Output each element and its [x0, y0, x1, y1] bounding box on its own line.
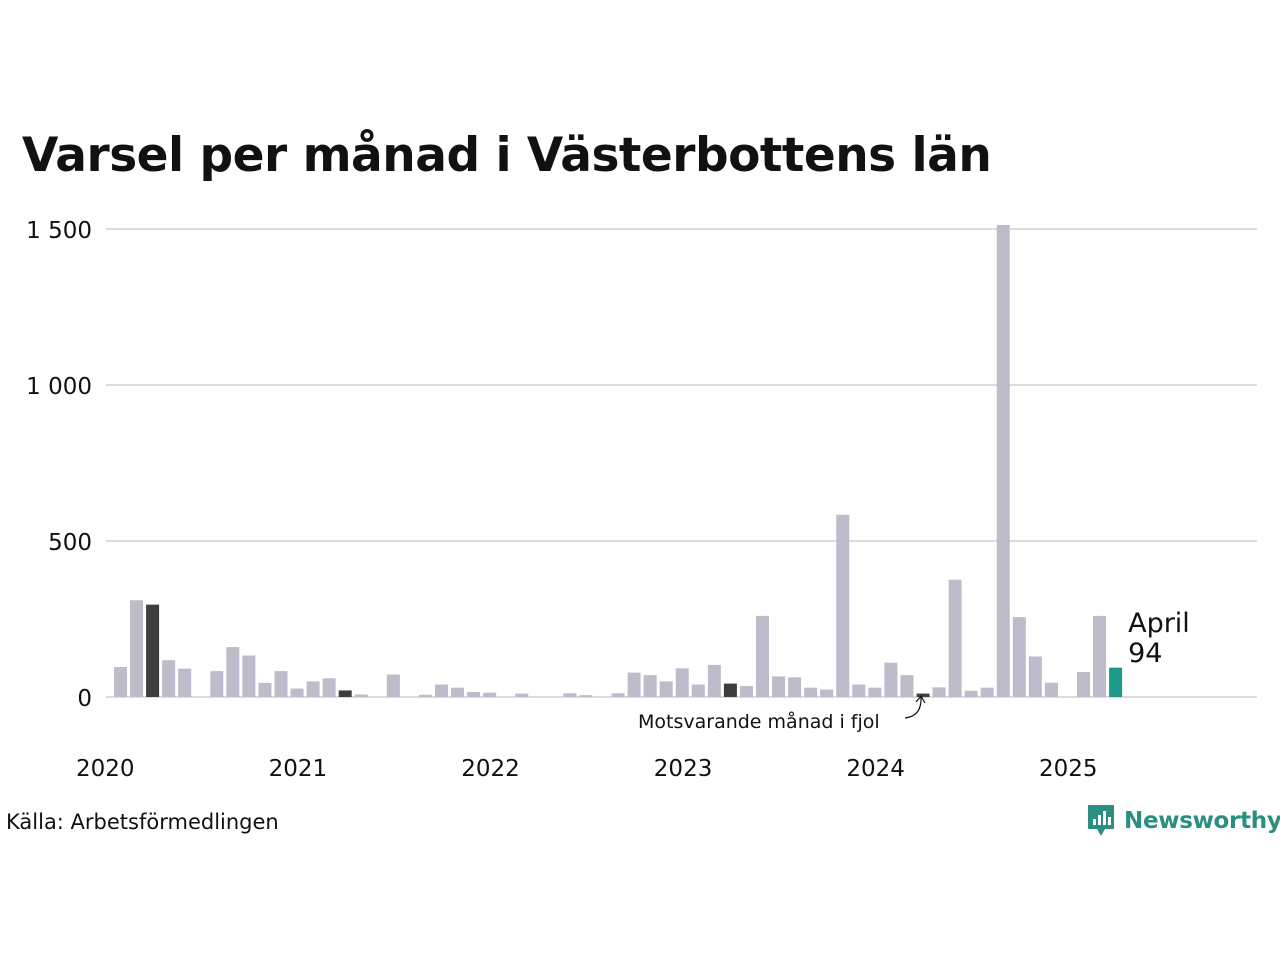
bars [114, 224, 1123, 697]
newsworthy-logo[interactable]: Newsworthy [1086, 803, 1280, 839]
y-tick-label: 1 000 [26, 374, 92, 400]
bar [980, 687, 994, 697]
bar [114, 667, 127, 697]
bar [1044, 682, 1058, 697]
highlight-value-label: 94 [1128, 638, 1162, 669]
x-tick-label: 2023 [654, 756, 713, 782]
bar [611, 693, 625, 697]
bar [691, 684, 705, 697]
x-tick-label: 2024 [846, 756, 905, 782]
previous-year-annotation: Motsvarande månad i fjol [638, 710, 880, 733]
y-tick-label: 1 500 [26, 218, 92, 244]
annotations: Motsvarande månad i fjol April 94 [638, 608, 1190, 733]
bar [178, 668, 192, 697]
annotation-arrow [904, 696, 922, 719]
x-tick-label: 2020 [76, 756, 135, 782]
bar [451, 687, 465, 697]
bar [579, 695, 593, 697]
bar [852, 684, 866, 697]
bar [146, 604, 160, 697]
x-axis-ticks: 2020 2021 2022 2023 2024 2025 [76, 756, 1098, 782]
bar [258, 682, 272, 697]
y-axis-ticks: 0 500 1 000 1 500 [26, 218, 92, 712]
bar [659, 681, 673, 697]
bar [242, 655, 256, 697]
bar [1012, 617, 1026, 697]
gridlines [106, 228, 1257, 698]
bar [467, 692, 481, 697]
bar [1077, 672, 1090, 697]
bar [739, 686, 753, 697]
bar [836, 514, 850, 697]
bar [756, 615, 769, 697]
x-tick-label: 2021 [269, 756, 328, 782]
newsworthy-logo-text: Newsworthy [1124, 808, 1280, 834]
chart-title: Varsel per månad i Västerbottens län [22, 128, 992, 183]
bar [130, 600, 144, 697]
bar [772, 676, 786, 697]
bar [1028, 656, 1042, 697]
bar [306, 681, 320, 697]
bar [675, 668, 689, 697]
x-tick-label: 2022 [461, 756, 520, 782]
bar [643, 675, 657, 697]
bar [322, 678, 336, 697]
bar [932, 687, 946, 697]
bar [563, 693, 577, 697]
bar [1093, 615, 1107, 697]
bar [162, 660, 176, 697]
bar [900, 675, 914, 697]
bar [290, 688, 304, 697]
bar [820, 689, 834, 697]
bar [723, 683, 737, 697]
bar [1109, 667, 1123, 697]
bar [964, 690, 978, 697]
bar [948, 579, 962, 697]
source-note: Källa: Arbetsförmedlingen [6, 810, 279, 834]
bar [435, 684, 448, 697]
bar [338, 690, 352, 697]
bar [386, 674, 400, 697]
bar [707, 664, 721, 697]
bar [515, 693, 529, 697]
y-tick-label: 0 [77, 686, 92, 712]
bar [226, 647, 240, 697]
bar [483, 692, 497, 697]
highlight-month-label: April [1128, 608, 1190, 639]
bar [354, 694, 368, 697]
x-tick-label: 2025 [1039, 756, 1098, 782]
bar [274, 671, 288, 697]
bar [210, 671, 224, 697]
bar [627, 672, 641, 697]
bar [418, 694, 432, 697]
bar [996, 224, 1010, 697]
bar [788, 677, 802, 697]
bar [916, 693, 930, 697]
y-tick-label: 500 [48, 530, 92, 556]
newsworthy-logo-icon [1088, 805, 1114, 836]
annotation-arrowhead [915, 694, 926, 704]
bar [804, 687, 818, 697]
bar [884, 662, 898, 697]
bar [868, 687, 882, 697]
